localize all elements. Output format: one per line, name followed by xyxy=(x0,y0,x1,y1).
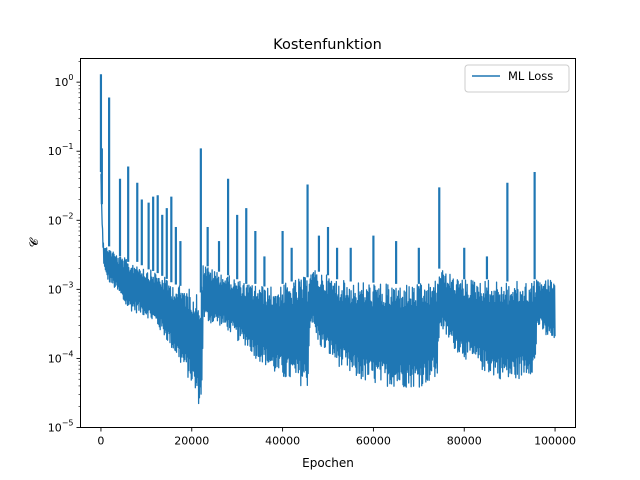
x-tick-label: 0 xyxy=(97,435,104,448)
legend-box xyxy=(464,64,570,93)
series-ml-loss xyxy=(99,74,556,405)
x-tick-label: 100000 xyxy=(534,435,576,448)
x-tick-label: 80000 xyxy=(447,435,482,448)
y-tick-label: 10−1 xyxy=(48,142,74,158)
chart-title: Kostenfunktion xyxy=(273,37,382,53)
y-axis-ticks: 10−5 10−4 10−3 10−2 10−1 100 xyxy=(48,61,81,435)
y-tick-label: 10−5 xyxy=(48,419,74,435)
legend: ML Loss xyxy=(464,64,570,93)
x-axis-ticks: 0 20000 40000 60000 80000 100000 xyxy=(97,427,576,448)
legend-label-ml-loss: ML Loss xyxy=(508,69,553,83)
y-tick-label: 10−4 xyxy=(48,349,74,365)
x-axis-label: Epochen xyxy=(302,456,354,470)
y-tick-label: 100 xyxy=(54,73,73,89)
x-tick-label: 60000 xyxy=(356,435,391,448)
y-tick-label: 10−3 xyxy=(48,280,74,296)
series-line-ml-loss xyxy=(100,174,556,405)
series-layer xyxy=(99,74,556,405)
plot-frame xyxy=(80,58,576,428)
y-axis-label: 𝓒 xyxy=(27,237,41,247)
x-tick-label: 20000 xyxy=(174,435,209,448)
x-tick-label: 40000 xyxy=(265,435,300,448)
y-tick-label: 10−2 xyxy=(48,211,74,227)
